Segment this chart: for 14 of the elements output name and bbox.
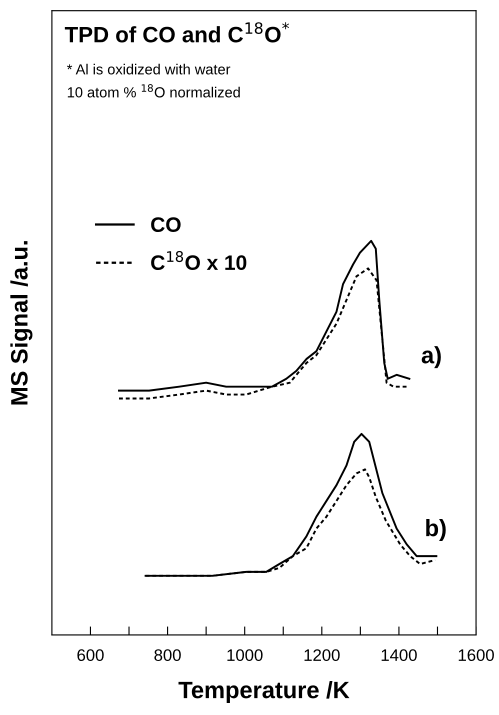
legend-label: C$^{18}$O x 10 (151, 251, 246, 270)
x-axis-title: Temperature /K (178, 681, 350, 704)
chart-subtitle: * Al is oxidized with water 10 atom % $^{18}$O normalized (66, 64, 240, 98)
x-tick-label: 800 (154, 649, 181, 662)
x-tick-label: 1600 (458, 649, 494, 662)
chart-title: TPD of CO and C$^{18}$O$^{*}$ (64, 22, 290, 42)
y-axis-title: MS Signal /a.u. (10, 241, 32, 405)
x-tick-label: 600 (77, 649, 104, 662)
annotation: a) (422, 346, 441, 368)
x-tick-label: 1400 (382, 649, 417, 662)
legend-label: CO (151, 217, 181, 232)
annotation: b) (426, 519, 446, 542)
x-tick-label: 1000 (227, 649, 263, 662)
x-tick-label: 1200 (304, 649, 340, 662)
